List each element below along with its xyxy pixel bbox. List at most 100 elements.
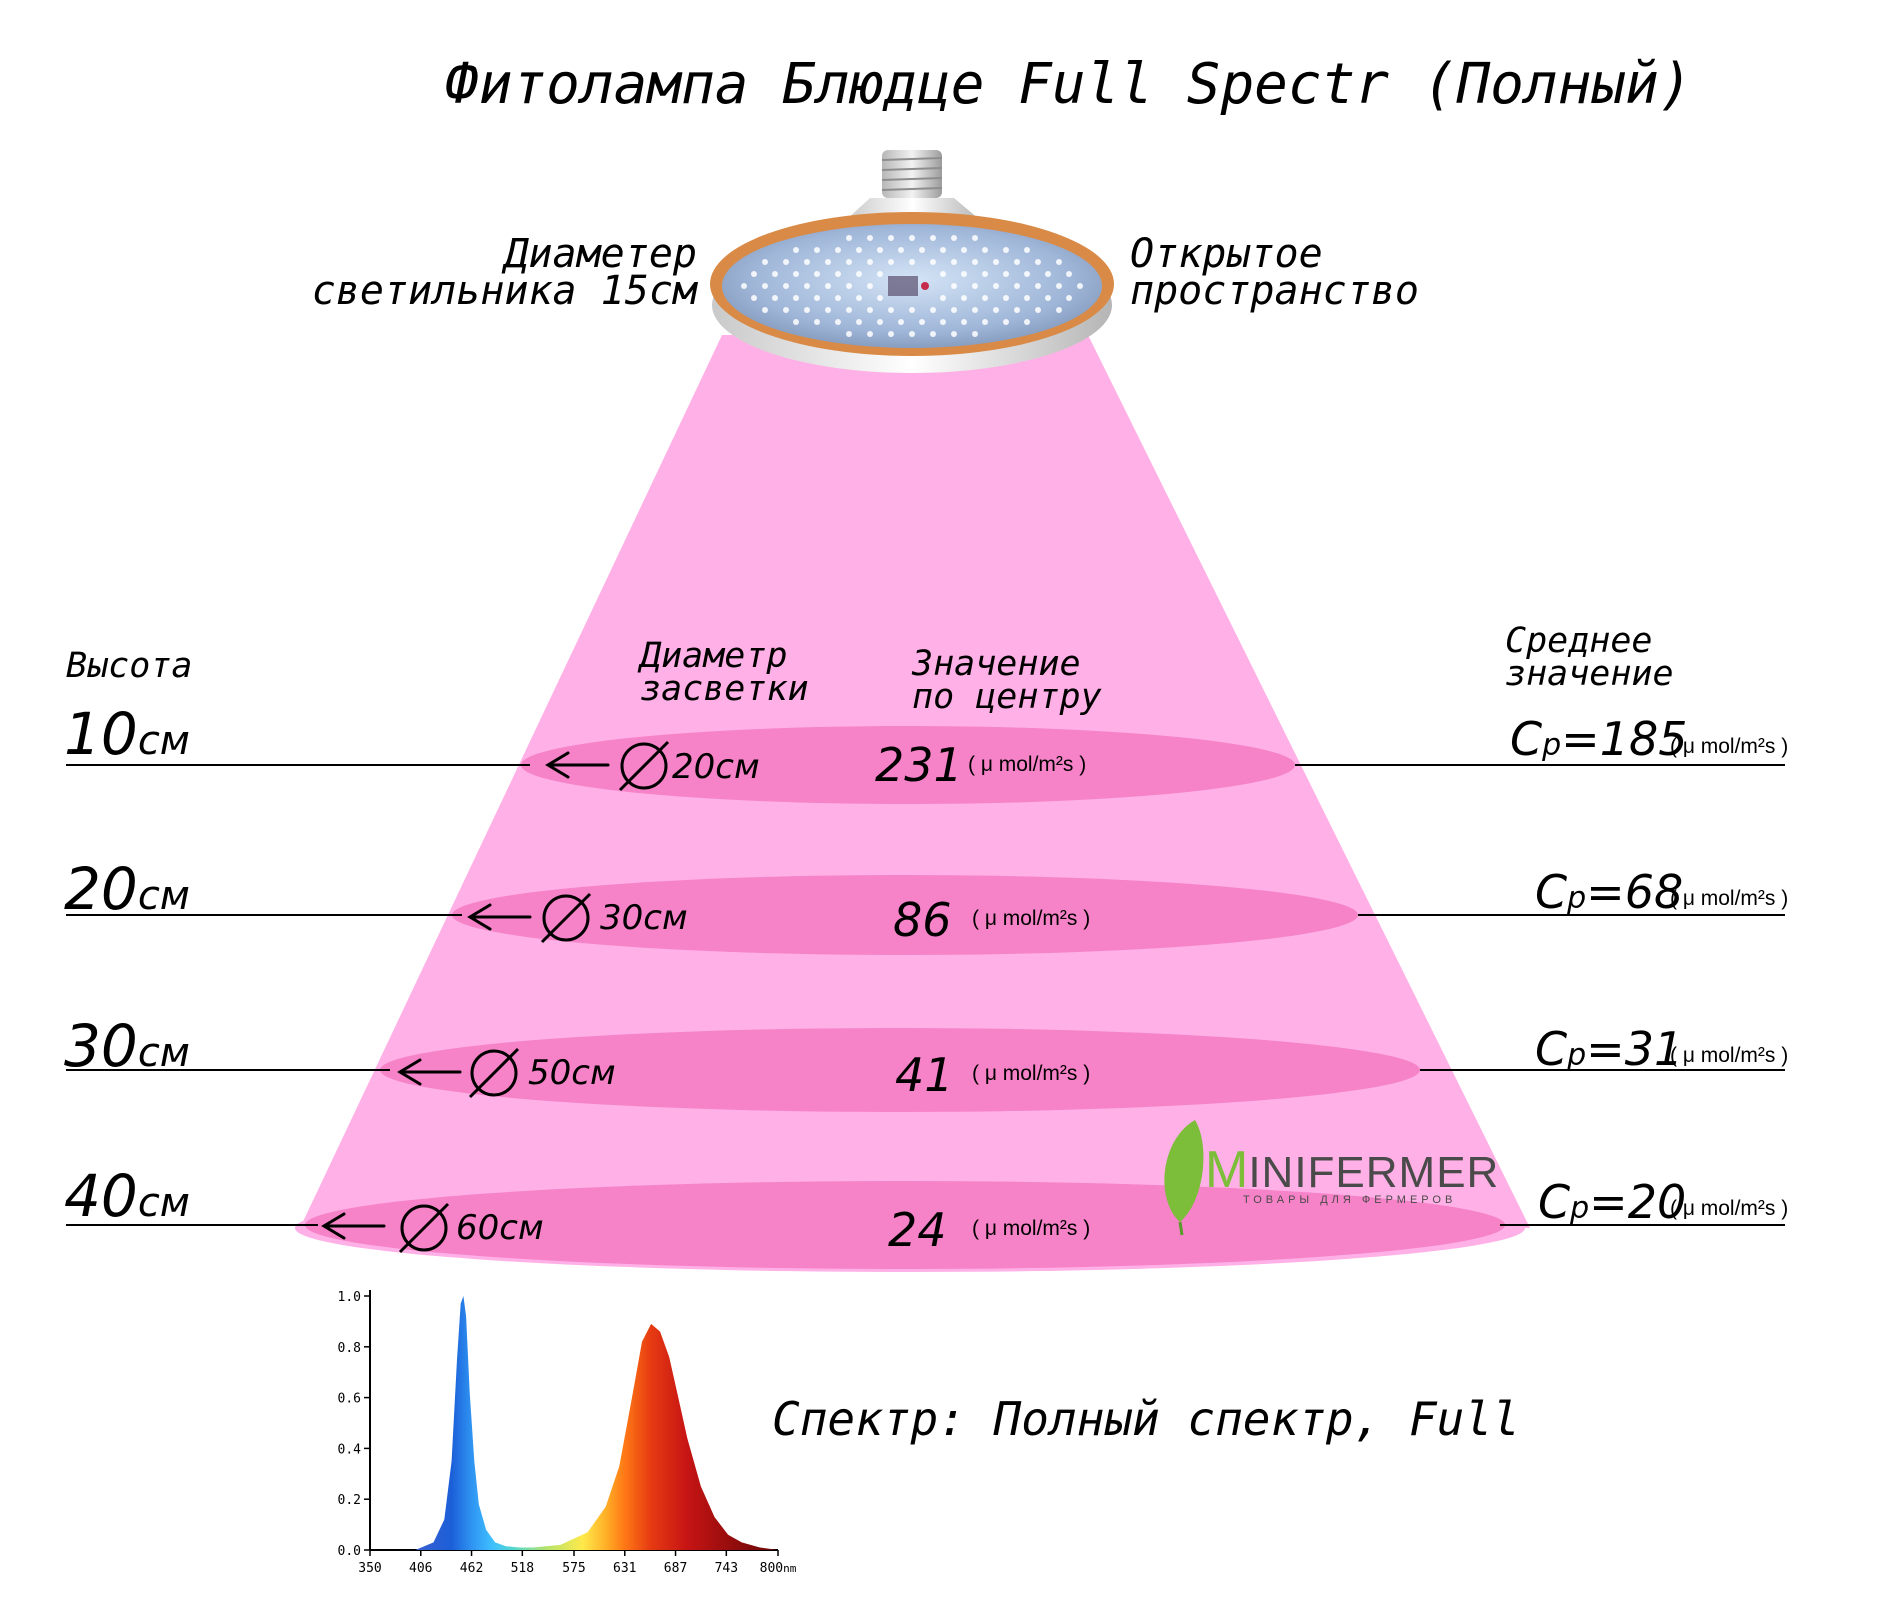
led-dot	[1014, 283, 1020, 289]
arrow-left-icon	[467, 903, 532, 931]
led-dot	[762, 259, 768, 265]
led-dot	[846, 235, 852, 241]
arrow-left-icon	[545, 751, 610, 779]
average-subscript: p	[1570, 1191, 1590, 1226]
led-dot	[993, 259, 999, 265]
led-dot	[972, 235, 978, 241]
average-prefix: C	[1510, 712, 1543, 766]
led-dot	[1035, 283, 1041, 289]
led-dot	[982, 247, 988, 253]
average-value-header: Среднее значение	[1505, 624, 1674, 692]
led-dot	[1003, 271, 1009, 277]
spectrum-area	[415, 1296, 778, 1550]
led-dot	[898, 319, 904, 325]
led-dot	[877, 295, 883, 301]
led-dot	[993, 283, 999, 289]
led-dot	[835, 271, 841, 277]
average-number: =20	[1589, 1175, 1687, 1229]
led-dot	[793, 319, 799, 325]
led-dot	[867, 235, 873, 241]
led-dot	[982, 295, 988, 301]
arrow-left-icon	[321, 1212, 386, 1240]
minifermer-logo: MINIFERMER ТОВАРЫ ДЛЯ ФЕРМЕРОВ	[1205, 1140, 1499, 1206]
led-dot	[888, 259, 894, 265]
led-dot	[1014, 307, 1020, 313]
beam-diameter-40cm: 60см	[456, 1208, 544, 1248]
led-dot	[814, 271, 820, 277]
open-space-label-line2: пространство	[1130, 268, 1419, 314]
lamp-base-socket	[882, 150, 942, 198]
diameter-symbol-icon	[618, 740, 670, 792]
x-tick-label: 575	[562, 1561, 585, 1576]
height-number: 30	[64, 1012, 138, 1080]
center-value-header-line1: Значение	[912, 644, 1081, 684]
led-dot	[804, 307, 810, 313]
led-dot	[909, 259, 915, 265]
diameter-header-line2: засветки	[640, 669, 809, 709]
led-dot	[856, 295, 862, 301]
minifermer-leaf-logo-icon	[1164, 1120, 1204, 1236]
x-tick-label: 406	[409, 1561, 432, 1576]
logo-text-m: M	[1205, 1141, 1249, 1199]
led-dot	[1035, 307, 1041, 313]
led-dot	[846, 283, 852, 289]
led-dot	[982, 271, 988, 277]
led-dot	[846, 307, 852, 313]
led-dot	[930, 259, 936, 265]
height-value-30cm: 30см	[64, 1012, 190, 1080]
spectrum-caption: Спектр: Полный спектр, Full	[772, 1392, 1520, 1446]
lamp-leds	[741, 235, 1083, 337]
center-unit-20cm: ( μ mol/m²s )	[972, 907, 1091, 930]
diameter-symbol-icon	[398, 1202, 450, 1254]
x-tick-label: 518	[511, 1561, 534, 1576]
led-dot	[804, 283, 810, 289]
led-dot	[762, 283, 768, 289]
led-dot	[972, 283, 978, 289]
led-dot	[825, 259, 831, 265]
led-dot	[930, 307, 936, 313]
led-dot	[1066, 295, 1072, 301]
led-dot	[835, 295, 841, 301]
led-dot	[1024, 247, 1030, 253]
average-unit-30cm: ( μ mol/m²s )	[1670, 1044, 1789, 1067]
lamp-center-chip	[888, 276, 918, 296]
open-space-label-line1: Открытое	[1130, 231, 1323, 277]
led-dot	[972, 331, 978, 337]
center-unit-10cm: ( μ mol/m²s )	[968, 753, 1087, 776]
diameter-header: Диаметр засветки	[640, 639, 809, 709]
illumination-disc-10cm	[521, 726, 1295, 804]
led-dot	[888, 307, 894, 313]
average-subscript: p	[1567, 1038, 1587, 1073]
height-header: Высота	[66, 646, 193, 686]
height-number: 10	[64, 700, 138, 768]
x-tick-label: 687	[664, 1561, 687, 1576]
height-number: 20	[64, 855, 138, 923]
led-dot	[1035, 259, 1041, 265]
x-unit-label: nm	[783, 1562, 797, 1575]
led-dot	[814, 295, 820, 301]
led-dot	[783, 307, 789, 313]
led-dot	[1056, 259, 1062, 265]
led-dot	[930, 331, 936, 337]
led-dot	[940, 319, 946, 325]
led-dot	[961, 319, 967, 325]
led-dot	[856, 319, 862, 325]
led-dot	[1003, 295, 1009, 301]
lamp-diameter-label-line1: Диаметер	[504, 231, 697, 277]
average-value-20cm: Cp=68	[1535, 865, 1683, 919]
led-dot	[951, 331, 957, 337]
led-dot	[951, 307, 957, 313]
led-dot	[909, 331, 915, 337]
beam-diameter-30cm: 50см	[528, 1053, 616, 1093]
beam-diameter-10cm: 20см	[672, 747, 760, 787]
led-dot	[961, 271, 967, 277]
led-dot	[846, 259, 852, 265]
center-unit-40cm: ( μ mol/m²s )	[972, 1217, 1091, 1240]
led-dot	[793, 271, 799, 277]
led-dot	[1045, 271, 1051, 277]
led-dot	[825, 307, 831, 313]
led-dot	[1024, 271, 1030, 277]
led-dot	[1045, 295, 1051, 301]
y-tick-label: 0.6	[338, 1392, 361, 1407]
